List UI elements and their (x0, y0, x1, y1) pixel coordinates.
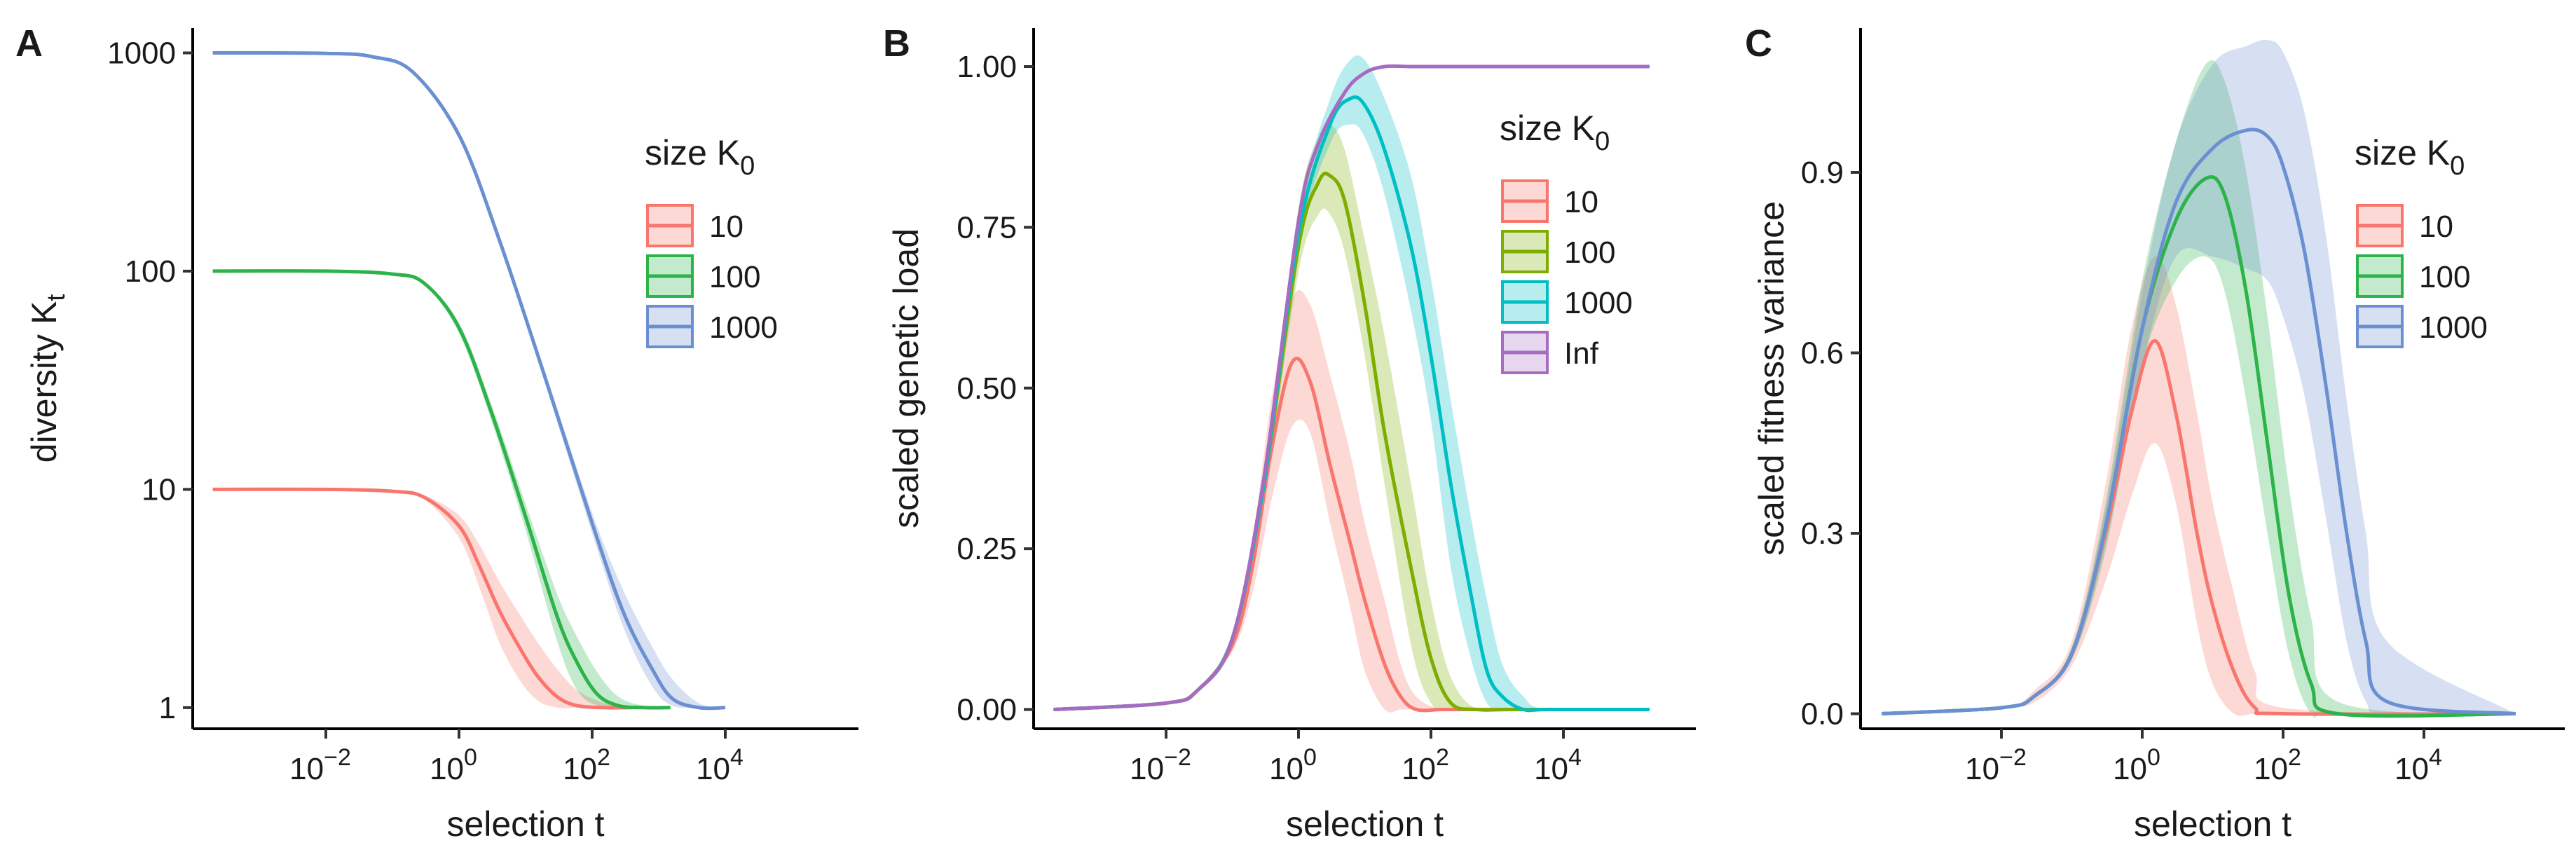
band-100 (1882, 60, 2516, 718)
y-tick-label: 0.25 (957, 532, 1017, 566)
x-tick-label: 100 (2113, 744, 2160, 786)
x-tick-label: 10−2 (289, 744, 351, 786)
legend-label: 10 (709, 210, 744, 244)
legend: size K0 10 100 1000 Inf (1500, 109, 1633, 374)
panel-letter: C (1745, 22, 1772, 64)
x-tick-label: 10−2 (1130, 744, 1191, 786)
legend: size K0 10 100 1000 (2355, 133, 2488, 348)
panel-b: B 10−2 100 102 104 0.00 0.25 0.50 0.75 1.00 select… (883, 22, 1696, 844)
x-axis-title: selection t (1286, 804, 1444, 844)
legend-label: Inf (1564, 336, 1599, 371)
legend-title: size K0 (2355, 133, 2465, 181)
band-1000 (1882, 39, 2516, 715)
series-line-1000 (212, 51, 726, 711)
y-tick-label: 0.0 (1801, 697, 1844, 732)
x-tick-label: 10−2 (1965, 744, 2027, 786)
y-tick-label: 0.50 (957, 371, 1017, 406)
confidence-bands (1053, 55, 1650, 713)
y-tick-label: 100 (125, 254, 176, 289)
y-tick-label: 0.3 (1801, 516, 1844, 551)
band-100 (212, 270, 671, 708)
legend-label: 100 (1564, 235, 1615, 270)
series-line-100 (212, 269, 671, 710)
legend-key-10: 10 (1501, 179, 1598, 223)
legend-key-1000: 1000 (2356, 305, 2488, 348)
legend-label: 1000 (1564, 286, 1633, 320)
legend-label: 10 (2419, 210, 2453, 244)
legend-key-100: 100 (2356, 254, 2470, 298)
band-10 (1882, 256, 2516, 716)
y-tick-label: 0.00 (957, 692, 1017, 727)
panel-letter: B (883, 22, 910, 64)
series-lines (212, 51, 726, 711)
legend-key-100: 100 (646, 254, 760, 298)
legend-key-inf: Inf (1501, 331, 1599, 374)
x-tick-label: 100 (430, 744, 477, 786)
legend-label: 1000 (709, 310, 778, 345)
y-tick-label: 0.6 (1801, 336, 1844, 371)
panel-a: A 10−2 100 102 104 1 10 100 1000 selection t diver… (15, 22, 858, 844)
y-axis-title: diversity Kt (25, 294, 70, 463)
legend-key-10: 10 (646, 204, 744, 247)
y-axis-title: scaled genetic load (886, 228, 926, 528)
y-tick-label: 10 (142, 472, 176, 507)
y-tick-label: 0.75 (957, 210, 1017, 245)
y-axis-title: scaled fitness variance (1752, 201, 1791, 556)
band-10 (212, 489, 633, 708)
legend-label: 10 (1564, 185, 1598, 219)
legend-title: size K0 (1500, 109, 1610, 156)
confidence-bands (1882, 39, 2516, 718)
legend-label: 100 (709, 260, 760, 294)
series-line-1000 (1882, 128, 2516, 715)
x-tick-label: 102 (2254, 744, 2301, 786)
legend-key-1000: 1000 (646, 305, 778, 348)
legend-title: size K0 (645, 133, 755, 181)
x-axis-title: selection t (2134, 804, 2291, 844)
legend-key-10: 10 (2356, 204, 2453, 247)
x-tick-label: 104 (1534, 744, 1582, 786)
x-tick-label: 104 (2395, 744, 2442, 786)
series-lines (1882, 128, 2516, 718)
panel-c: C 10−2 100 102 104 0.0 0.3 0.6 0.9 selection t sca… (1745, 22, 2565, 844)
band-100 (1053, 123, 1650, 712)
y-tick-label: 0.9 (1801, 156, 1844, 190)
band-10 (1053, 289, 1650, 713)
series-line-10 (212, 487, 633, 710)
legend-key-1000: 1000 (1501, 280, 1633, 324)
series-lines (1053, 64, 1650, 713)
series-line-inf (1053, 64, 1650, 711)
confidence-bands (212, 53, 726, 708)
legend-key-100: 100 (1501, 230, 1615, 273)
legend: size K0 10 100 1000 (645, 133, 778, 348)
x-tick-label: 100 (1269, 744, 1317, 786)
band-1000 (212, 53, 726, 708)
y-tick-label: 1 (159, 691, 176, 725)
x-tick-label: 102 (1402, 744, 1449, 786)
x-axis-title: selection t (446, 804, 604, 844)
x-tick-label: 104 (696, 744, 744, 786)
y-tick-label: 1000 (107, 36, 176, 70)
panel-letter: A (15, 22, 43, 64)
legend-label: 1000 (2419, 310, 2488, 345)
x-tick-label: 102 (563, 744, 610, 786)
y-tick-label: 1.00 (957, 50, 1017, 84)
legend-label: 100 (2419, 260, 2470, 294)
